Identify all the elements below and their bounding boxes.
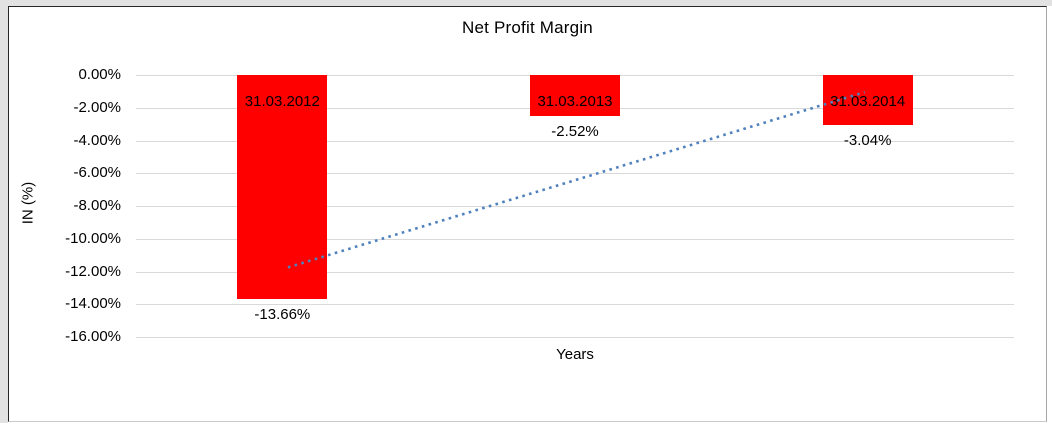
page-margin-left: [0, 6, 8, 423]
bar-category-label: 31.03.2013: [537, 93, 613, 110]
y-axis-tick-label: -16.00%: [65, 328, 121, 345]
gridline: [136, 337, 1014, 338]
bar-value-label: -3.04%: [843, 131, 892, 149]
page-margin-top: [0, 0, 1052, 6]
y-axis-tick-label: -12.00%: [65, 262, 121, 280]
y-axis-tick-label: -14.00%: [65, 295, 121, 313]
bar-category-label: 31.03.2012: [244, 93, 320, 110]
y-axis-tick-label: -4.00%: [73, 131, 121, 149]
gridline: [136, 271, 1014, 273]
plot-area: 31.03.2012 -13.66% 31.03.2013 -2.52% 31.03.2…: [136, 75, 1014, 338]
y-axis-tick-label: 0.00%: [78, 66, 121, 83]
bar-value-label: -13.66%: [254, 305, 311, 323]
chart-title: Net Profit Margin: [462, 18, 593, 37]
y-axis-tick-label: -2.00%: [73, 98, 121, 116]
y-axis-tick-label: -8.00%: [73, 197, 121, 214]
chart-frame: Net Profit Margin IN (%) 31.03.2012 -13.6…: [8, 6, 1047, 422]
x-axis-title: Years: [556, 346, 594, 363]
y-axis-tick-label: -10.00%: [65, 229, 121, 247]
gridline: [136, 304, 1014, 306]
bar-category-label: 31.03.2014: [830, 93, 906, 110]
bar-value-label: -2.52%: [551, 123, 599, 141]
y-axis-tick-label: -6.00%: [73, 164, 121, 182]
